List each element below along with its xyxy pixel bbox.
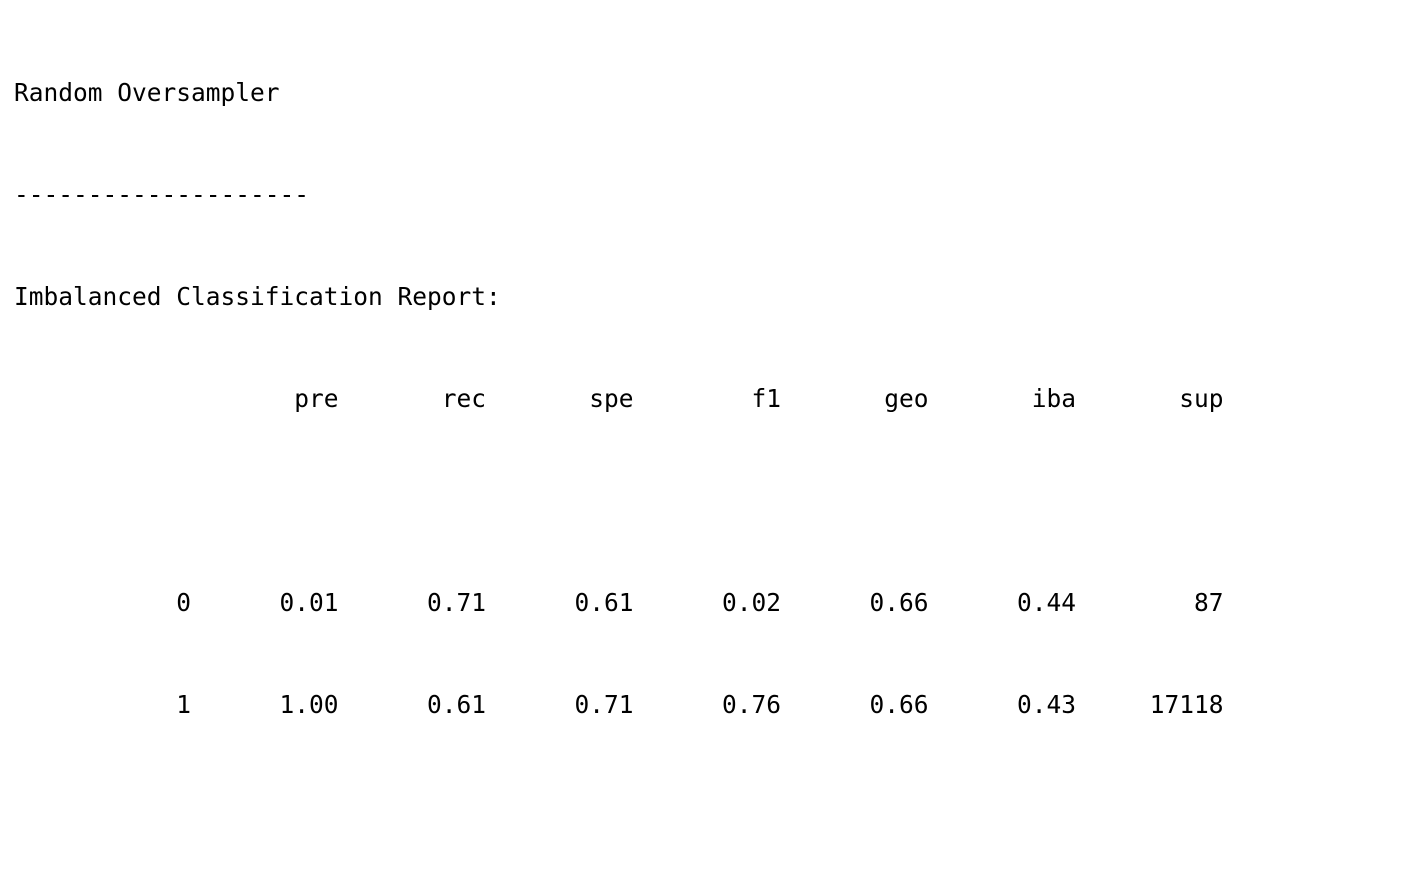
table-cell: 0.61 bbox=[574, 588, 634, 617]
table-cell: 0.43 bbox=[1016, 690, 1076, 719]
blank-line bbox=[14, 790, 1224, 824]
section-divider: -------------------- bbox=[14, 180, 310, 209]
report-header-row: pre rec spe f1 geo iba sup bbox=[14, 382, 1224, 416]
column-header: geo bbox=[884, 384, 929, 413]
report-row-class-1: 1 1.00 0.61 0.71 0.76 0.66 0.43 17118 bbox=[14, 688, 1224, 722]
table-cell: 17118 bbox=[1149, 690, 1224, 719]
table-cell: 0.02 bbox=[721, 588, 781, 617]
report-heading: Imbalanced Classification Report: bbox=[14, 282, 501, 311]
table-cell: 0.66 bbox=[869, 690, 929, 719]
report-row-class-0: 0 0.01 0.71 0.61 0.02 0.66 0.44 87 bbox=[14, 586, 1224, 620]
column-header: pre bbox=[294, 384, 339, 413]
column-header: spe bbox=[589, 384, 634, 413]
column-header: sup bbox=[1179, 384, 1224, 413]
table-cell: 0.76 bbox=[721, 690, 781, 719]
table-cell: 0.71 bbox=[426, 588, 486, 617]
table-cell: 1.00 bbox=[279, 690, 339, 719]
column-header: iba bbox=[1031, 384, 1076, 413]
column-header: rec bbox=[441, 384, 486, 413]
row-label: 1 bbox=[176, 690, 191, 719]
table-cell: 87 bbox=[1193, 588, 1224, 617]
table-cell: 0.61 bbox=[426, 690, 486, 719]
table-cell: 0.01 bbox=[279, 588, 339, 617]
table-cell: 0.44 bbox=[1016, 588, 1076, 617]
table-cell: 0.66 bbox=[869, 588, 929, 617]
notebook-output: Random Oversampler -------------------- … bbox=[14, 8, 1224, 888]
table-cell: 0.71 bbox=[574, 690, 634, 719]
blank-line bbox=[14, 484, 1224, 518]
column-header: f1 bbox=[751, 384, 781, 413]
row-label: 0 bbox=[176, 588, 191, 617]
section-title: Random Oversampler bbox=[14, 78, 280, 107]
